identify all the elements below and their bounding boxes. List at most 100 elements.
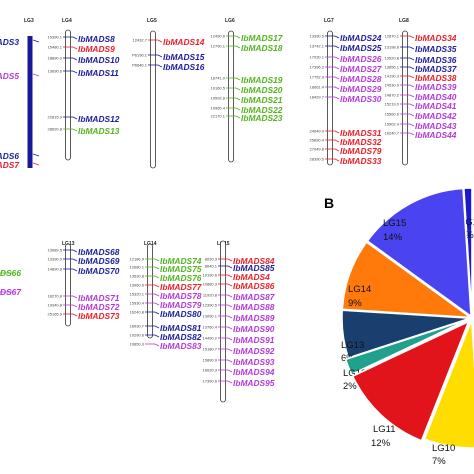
gene-label: IbMADS82 bbox=[160, 332, 202, 342]
chromosome-bar bbox=[65, 29, 71, 161]
gene-position: 17752.9 bbox=[310, 75, 325, 80]
gene-position: 14490.2 bbox=[203, 336, 218, 341]
gene-connector bbox=[157, 39, 163, 43]
gene-label: IbMADS33 bbox=[340, 156, 382, 166]
chromosome-bar bbox=[147, 243, 153, 339]
gene-marker: 19592.8 IbMADS21 bbox=[211, 95, 283, 105]
gene-connector bbox=[154, 302, 160, 306]
gene-label: IbMADS16 bbox=[163, 62, 205, 72]
gene-connector bbox=[72, 258, 78, 262]
gene-label: IbMADS12 bbox=[78, 114, 120, 124]
gene-connector bbox=[334, 66, 340, 70]
gene-label: IbMADS9 bbox=[78, 44, 115, 54]
gene-marker: IbMADS67 bbox=[0, 287, 21, 297]
gene-connector bbox=[227, 274, 233, 278]
gene-connector bbox=[409, 75, 415, 79]
gene-marker: 22815.0 IbMADS12 bbox=[48, 114, 120, 124]
gene-marker: 19965.4 IbMADS22 bbox=[211, 105, 283, 115]
gene-marker: 18429.7 IbMADS30 bbox=[310, 94, 382, 104]
gene-position: 12390.5 bbox=[203, 303, 218, 308]
gene-label: IbMADS40 bbox=[415, 92, 457, 102]
pie-label: LG15 bbox=[383, 218, 406, 229]
gene-position: 25165.9 bbox=[48, 312, 63, 317]
gene-marker: 14890.8 IbMADS70 bbox=[48, 266, 120, 276]
gene-label: IbMADS95 bbox=[233, 378, 275, 388]
gene-label: IbMADS14 bbox=[163, 37, 205, 47]
gene-connector bbox=[235, 87, 241, 91]
pie-label: LG14 bbox=[348, 284, 371, 295]
gene-label: IbMADS71 bbox=[78, 293, 120, 303]
gene-position: 15390.1 bbox=[48, 35, 63, 40]
pie-slice-lg12 bbox=[344, 319, 468, 376]
gene-position: 13390.9 bbox=[48, 257, 63, 262]
gene-marker: 16240.8 IbMADS80 bbox=[130, 309, 202, 319]
gene-position: 14870.2 bbox=[385, 93, 400, 98]
gene-position: 18061.4 bbox=[310, 85, 325, 90]
pie-percent: 9% bbox=[348, 298, 362, 309]
gene-position: 15480.1 bbox=[48, 45, 63, 50]
linkage-group-name: LG3 bbox=[24, 18, 34, 24]
gene-position: 13089.5 bbox=[48, 248, 63, 253]
gene-label: IbMADS67 bbox=[0, 287, 21, 297]
gene-position: 18890.0 bbox=[48, 56, 63, 61]
gene-connector bbox=[154, 311, 160, 315]
gene-label: IbMADS83 bbox=[160, 341, 202, 351]
gene-connector bbox=[32, 153, 40, 157]
gene-connector bbox=[72, 116, 78, 120]
gene-connector bbox=[154, 258, 160, 262]
gene-position: 12186.9 bbox=[130, 257, 145, 262]
gene-position: 19965.4 bbox=[211, 106, 226, 111]
linkage-group-name: LG7 bbox=[324, 18, 334, 24]
gene-label: IbMADS85 bbox=[233, 263, 275, 273]
gene-marker: 24049.0 IbMADS31 bbox=[310, 128, 382, 138]
gene-position: 12490.6 bbox=[211, 34, 226, 39]
gene-position: 15320.1 bbox=[130, 292, 145, 297]
gene-marker: 15480.1 IbMADS9 bbox=[48, 44, 116, 54]
gene-label: IbMADS15 bbox=[163, 52, 205, 62]
gene-label: IbMADS25 bbox=[340, 43, 382, 53]
gene-marker: 13520.8 IbMADS36 bbox=[385, 55, 457, 65]
pie-percent: 2% bbox=[343, 381, 357, 392]
gene-marker: 12490.6 IbMADS17 bbox=[211, 33, 283, 43]
gene-position: 15180.7 bbox=[203, 347, 218, 352]
gene-label: IbMADS38 bbox=[415, 73, 457, 83]
gene-label: IbMADS72 bbox=[78, 302, 120, 312]
pie-label: LG11 bbox=[373, 424, 396, 435]
gene-marker: 12432.7 IbMADS14 bbox=[133, 37, 205, 47]
linkage-group-name: LG5 bbox=[147, 18, 157, 24]
gene-connector bbox=[72, 249, 78, 253]
gene-position: 11920.8 bbox=[203, 293, 218, 298]
gene-label: IbMADS34 bbox=[415, 33, 457, 43]
gene-connector bbox=[72, 295, 78, 299]
gene-marker: 13690.6 IbMADS11 bbox=[48, 68, 120, 78]
gene-marker: 16620.3 IbMADS94 bbox=[203, 367, 275, 377]
gene-marker: 10880.3 IbMADS86 bbox=[203, 281, 275, 291]
gene-marker: 13530.8 IbMADS76 bbox=[130, 273, 202, 283]
gene-label: IbMADS41 bbox=[415, 101, 457, 111]
gene-marker: 13742.1 IbMADS25 bbox=[310, 43, 382, 53]
gene-marker: 25165.9 IbMADS73 bbox=[48, 311, 120, 321]
top-lg3: LG3 IbMADS3 IbMADS5 IbMADS6IbMADS7 bbox=[0, 18, 40, 170]
gene-marker: 17752.9 IbMADS28 bbox=[310, 74, 382, 84]
chromosome-bar bbox=[65, 243, 71, 327]
gene-label: IbMADS42 bbox=[415, 111, 457, 121]
pie-percent: 12% bbox=[371, 438, 391, 449]
gene-position: 18429.7 bbox=[310, 95, 325, 100]
gene-connector bbox=[334, 130, 340, 134]
gene-label: IbMADS91 bbox=[233, 335, 275, 345]
gene-connector bbox=[409, 123, 415, 127]
gene-connector bbox=[32, 162, 40, 166]
chromosome-bar bbox=[220, 240, 226, 403]
gene-connector bbox=[227, 315, 233, 319]
gene-position: 10880.3 bbox=[203, 282, 218, 287]
gene-position: 28390.5 bbox=[310, 157, 325, 162]
gene-connector bbox=[72, 128, 78, 132]
gene-label: IbMADS21 bbox=[241, 95, 283, 105]
gene-marker: 14190.3 IbMADS38 bbox=[385, 73, 457, 83]
gene-position: 13090.1 bbox=[203, 314, 218, 319]
gene-marker: 18741.0 IbMADS19 bbox=[211, 75, 283, 85]
gene-connector bbox=[154, 343, 160, 347]
gene-position: 24049.0 bbox=[310, 129, 325, 134]
linkage-group-name: LG8 bbox=[399, 18, 409, 24]
gene-connector bbox=[334, 158, 340, 162]
